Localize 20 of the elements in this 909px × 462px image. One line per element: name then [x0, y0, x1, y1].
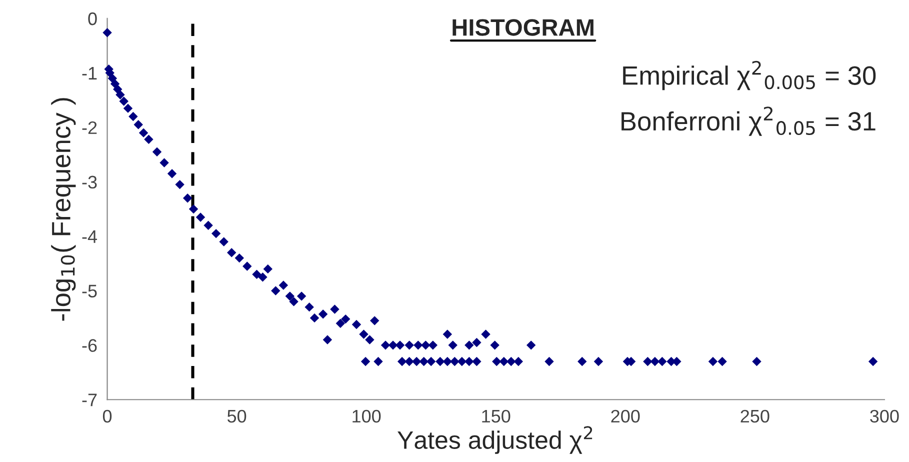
x-tick-label: 300 — [870, 410, 899, 423]
x-tick-label: 250 — [740, 410, 770, 423]
x-tick-label: 200 — [611, 410, 640, 423]
y-tick-label: -1 — [82, 67, 97, 80]
annotation: Empirical χ$^{2}$$_{0.005}$ = 30 — [623, 60, 876, 90]
x-tick-label: 100 — [352, 410, 381, 423]
y-tick-label: -4 — [82, 230, 98, 243]
y-axis-title: -log$_{10}$( Frequency ) — [51, 98, 76, 321]
y-tick-label: -7 — [82, 394, 97, 406]
x-tick-label: 50 — [227, 410, 246, 423]
y-tick-label: -2 — [82, 121, 97, 134]
y-tick-label: -5 — [82, 284, 97, 298]
annotation: Bonferroni χ$^{2}$$_{0.05}$ = 31 — [622, 106, 876, 136]
x-tick-label: 0 — [102, 410, 112, 423]
chart-title: HISTOGRAM — [452, 19, 594, 36]
y-tick-label: 0 — [88, 12, 97, 26]
x-axis-title: Yates adjusted χ$^{2}$ — [398, 426, 592, 454]
y-tick-label: -6 — [82, 339, 97, 352]
x-tick-label: 150 — [482, 410, 510, 423]
y-tick-label: -3 — [82, 176, 97, 189]
